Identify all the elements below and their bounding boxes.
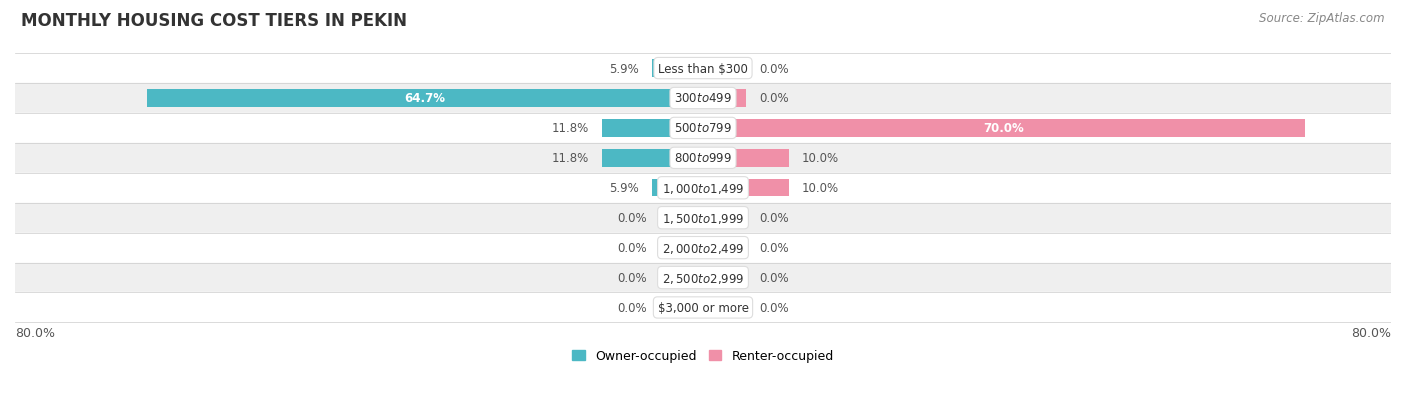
Bar (703, 180, 789, 197)
Bar (703, 240, 747, 256)
Bar (659, 269, 703, 287)
Bar (659, 240, 703, 256)
Bar (652, 180, 703, 197)
Bar (15, 114, 1391, 144)
Bar (15, 203, 1391, 233)
Bar (602, 120, 703, 137)
Bar (15, 233, 1391, 263)
Bar (659, 209, 703, 227)
Text: 11.8%: 11.8% (551, 122, 589, 135)
Text: 0.0%: 0.0% (617, 242, 647, 254)
Text: $1,000 to $1,499: $1,000 to $1,499 (662, 181, 744, 195)
Legend: Owner-occupied, Renter-occupied: Owner-occupied, Renter-occupied (568, 344, 838, 367)
Text: $2,000 to $2,499: $2,000 to $2,499 (662, 241, 744, 255)
Bar (703, 60, 747, 78)
Text: 0.0%: 0.0% (617, 301, 647, 314)
Text: $1,500 to $1,999: $1,500 to $1,999 (662, 211, 744, 225)
Bar (15, 144, 1391, 173)
Bar (703, 299, 747, 316)
Bar (703, 90, 747, 107)
Text: $2,500 to $2,999: $2,500 to $2,999 (662, 271, 744, 285)
Bar (703, 120, 1305, 137)
Text: $3,000 or more: $3,000 or more (658, 301, 748, 314)
Text: 0.0%: 0.0% (617, 271, 647, 284)
Text: 80.0%: 80.0% (1351, 326, 1391, 339)
Text: 0.0%: 0.0% (759, 242, 789, 254)
Text: 0.0%: 0.0% (759, 92, 789, 105)
Text: Less than $300: Less than $300 (658, 62, 748, 76)
Text: $800 to $999: $800 to $999 (673, 152, 733, 165)
Bar (652, 60, 703, 78)
Text: $300 to $499: $300 to $499 (673, 92, 733, 105)
Text: 0.0%: 0.0% (759, 62, 789, 76)
Text: 11.8%: 11.8% (551, 152, 589, 165)
Bar (15, 84, 1391, 114)
Bar (15, 173, 1391, 203)
Bar (703, 209, 747, 227)
Text: 80.0%: 80.0% (15, 326, 55, 339)
Text: 70.0%: 70.0% (984, 122, 1025, 135)
Bar (703, 150, 789, 167)
Text: 0.0%: 0.0% (759, 271, 789, 284)
Text: 0.0%: 0.0% (759, 301, 789, 314)
Text: 10.0%: 10.0% (801, 152, 839, 165)
Bar (659, 299, 703, 316)
Text: 64.7%: 64.7% (405, 92, 446, 105)
Text: 10.0%: 10.0% (801, 182, 839, 195)
Text: 0.0%: 0.0% (617, 212, 647, 225)
Bar (602, 150, 703, 167)
Bar (146, 90, 703, 107)
Text: $500 to $799: $500 to $799 (673, 122, 733, 135)
Text: MONTHLY HOUSING COST TIERS IN PEKIN: MONTHLY HOUSING COST TIERS IN PEKIN (21, 12, 408, 30)
Bar (703, 269, 747, 287)
Text: Source: ZipAtlas.com: Source: ZipAtlas.com (1260, 12, 1385, 25)
Text: 0.0%: 0.0% (759, 212, 789, 225)
Bar (15, 54, 1391, 84)
Bar (15, 263, 1391, 293)
Text: 5.9%: 5.9% (610, 182, 640, 195)
Text: 5.9%: 5.9% (610, 62, 640, 76)
Bar (15, 293, 1391, 323)
